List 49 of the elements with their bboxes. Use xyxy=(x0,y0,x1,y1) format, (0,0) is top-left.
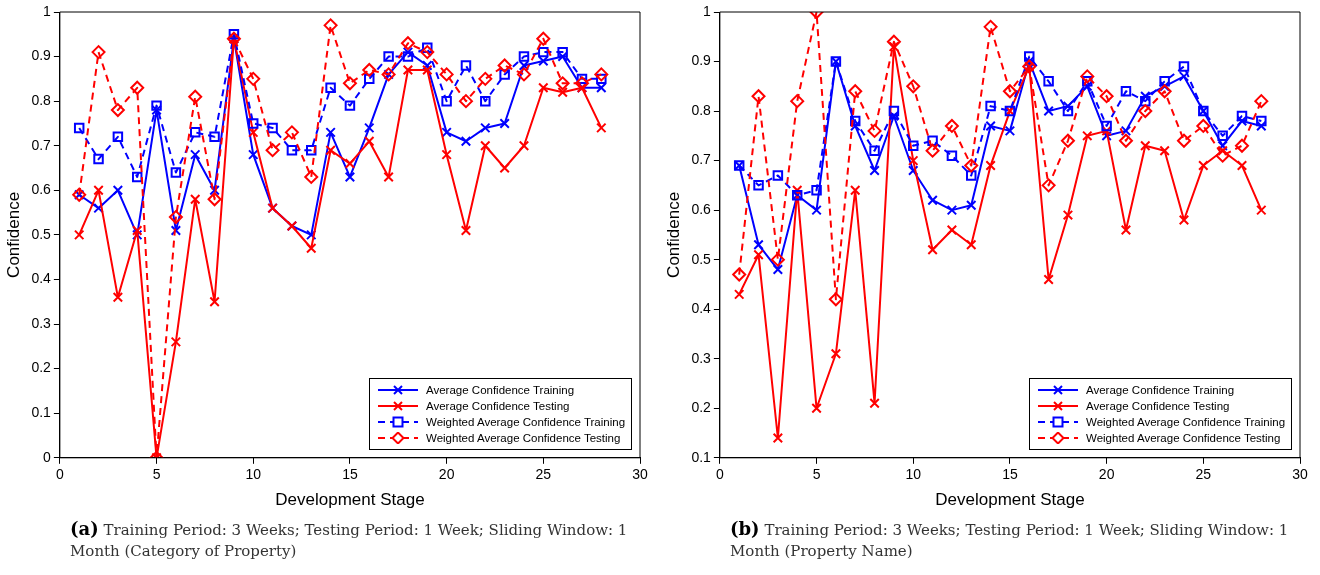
legend-label: Weighted Average Confidence Testing xyxy=(1086,431,1281,444)
y-tick-label: 0 xyxy=(43,448,52,465)
x-tick-label: 30 xyxy=(632,466,648,483)
x-tick-label: 25 xyxy=(1195,466,1212,483)
x-axis-title: Development Stage xyxy=(275,490,425,510)
y-tick-label: 0.3 xyxy=(31,314,52,331)
y-tick-label: 0.8 xyxy=(31,92,52,109)
x-tick-label: 15 xyxy=(342,466,358,483)
y-tick-label: 0.3 xyxy=(691,349,712,366)
y-tick-label: 0.6 xyxy=(691,200,712,217)
y-tick-label: 0.4 xyxy=(691,300,712,317)
y-tick-label: 0.5 xyxy=(31,225,52,242)
x-tick-label: 20 xyxy=(1098,466,1115,483)
legend-label: Weighted Average Confidence Training xyxy=(426,415,626,428)
x-tick-label: 10 xyxy=(905,466,922,483)
x-tick-label: 10 xyxy=(245,466,262,483)
text: (a) Training Period: 3 Weeks; Testing Period: 1 Week; Sliding Window: 1 Month (Category of Property) xyxy=(70,518,629,562)
text: (b) Training Period: 3 Weeks; Testing Period: 1 Week; Sliding Window: 1 Month (Property Name) xyxy=(730,518,1290,562)
legend-label: Average Confidence Training xyxy=(426,383,575,396)
x-tick-label: 5 xyxy=(152,466,161,483)
y-tick-label: 0.7 xyxy=(691,151,712,168)
y-tick-label: 0.9 xyxy=(691,52,712,69)
y-tick-label: 0.4 xyxy=(31,270,52,287)
legend-label: Average Confidence Testing xyxy=(426,399,570,412)
legend-label: Weighted Average Confidence Testing xyxy=(426,431,621,444)
x-axis-title: Development Stage xyxy=(935,490,1085,510)
x-tick-label: 0 xyxy=(55,466,64,483)
x-tick-label: 15 xyxy=(1002,466,1018,483)
y-tick-label: 0.9 xyxy=(31,47,52,64)
x-tick-label: 25 xyxy=(535,466,552,483)
x-tick-label: 5 xyxy=(812,466,821,483)
y-tick-label: 0.2 xyxy=(31,359,52,376)
y-tick-label: 0.6 xyxy=(31,181,52,198)
y-axis-title: Confidence xyxy=(663,191,683,278)
x-tick-label: 20 xyxy=(438,466,455,483)
y-tick-label: 0.1 xyxy=(31,404,52,421)
legend-label: Average Confidence Training xyxy=(1086,383,1235,396)
legend-label: Average Confidence Testing xyxy=(1086,399,1230,412)
x-tick-label: 0 xyxy=(715,466,724,483)
y-tick-label: 0.8 xyxy=(691,101,712,118)
y-tick-label: 1 xyxy=(703,2,712,19)
legend-label: Weighted Average Confidence Training xyxy=(1086,415,1286,428)
x-tick-label: 30 xyxy=(1292,466,1308,483)
y-tick-label: 0.7 xyxy=(31,136,52,153)
y-tick-label: 1 xyxy=(43,2,52,19)
y-tick-label: 0.1 xyxy=(691,448,712,465)
y-tick-label: 0.2 xyxy=(691,399,712,416)
y-tick-label: 0.5 xyxy=(691,250,712,267)
y-axis-title: Confidence xyxy=(3,191,23,278)
